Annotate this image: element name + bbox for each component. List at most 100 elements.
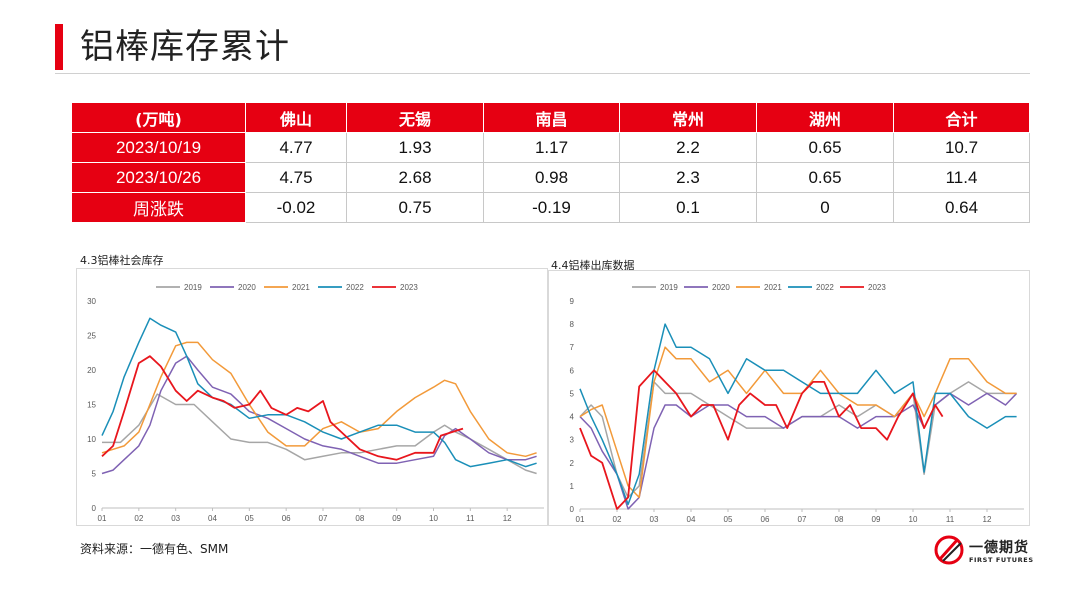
x-tick-label: 09 xyxy=(392,514,401,523)
series-line-2023 xyxy=(101,355,464,461)
cell-value: 0.64 xyxy=(893,192,1030,223)
chart-title-outflow: 4.4铝棒出库数据 xyxy=(551,259,635,272)
y-tick-label: 7 xyxy=(570,343,575,352)
header-nanchang: 南昌 xyxy=(483,102,620,133)
y-tick-label: 0 xyxy=(92,504,97,513)
header-foshan: 佛山 xyxy=(245,102,347,133)
row-label: 周涨跌 xyxy=(71,192,246,223)
legend-label-2020: 2020 xyxy=(712,283,730,292)
cell-value: 2.3 xyxy=(619,162,757,193)
legend-label-2023: 2023 xyxy=(868,283,886,292)
cell-value: 2.68 xyxy=(346,162,484,193)
x-tick-label: 11 xyxy=(466,514,475,523)
cell-value: 4.75 xyxy=(245,162,347,193)
table-header-row: (万吨) 佛山 无锡 南昌 常州 湖州 合计 xyxy=(71,102,1030,133)
x-tick-label: 01 xyxy=(576,515,585,524)
legend-label-2020: 2020 xyxy=(238,283,256,292)
cell-value: -0.02 xyxy=(245,192,347,223)
row-label: 2023/10/19 xyxy=(71,132,246,163)
series-line-2023 xyxy=(579,369,944,510)
header-changzhou: 常州 xyxy=(619,102,757,133)
legend-label-2021: 2021 xyxy=(764,283,782,292)
table-row: 周涨跌 -0.02 0.75 -0.19 0.1 0 0.64 xyxy=(71,192,1030,223)
page-title: 铝棒库存累计 xyxy=(80,27,290,67)
header-unit: (万吨) xyxy=(71,102,246,133)
y-tick-label: 10 xyxy=(87,435,96,444)
x-tick-label: 08 xyxy=(835,515,844,524)
series-line-2022 xyxy=(101,317,537,468)
y-tick-label: 6 xyxy=(570,366,575,375)
cell-value: 2.2 xyxy=(619,132,757,163)
logo-english: FIRST FUTURES xyxy=(969,556,1034,564)
series-line-2020 xyxy=(101,355,537,475)
x-tick-label: 09 xyxy=(872,515,881,524)
cell-value: 11.4 xyxy=(893,162,1030,193)
logo-name: 一德期货 xyxy=(969,540,1029,556)
y-tick-label: 15 xyxy=(87,401,96,410)
cell-value: 0 xyxy=(756,192,894,223)
x-tick-label: 07 xyxy=(319,514,328,523)
y-tick-label: 1 xyxy=(570,482,575,491)
inventory-table: (万吨) 佛山 无锡 南昌 常州 湖州 合计 2023/10/19 4.77 1… xyxy=(71,102,1030,223)
y-tick-label: 20 xyxy=(87,366,96,375)
y-tick-label: 5 xyxy=(92,470,97,479)
x-tick-label: 10 xyxy=(429,514,438,523)
x-tick-label: 06 xyxy=(761,515,770,524)
x-tick-label: 02 xyxy=(613,515,622,524)
x-tick-label: 12 xyxy=(983,515,992,524)
chart-title-stock: 4.3铝棒社会库存 xyxy=(80,254,164,267)
source-note: 资料来源：一德有色、SMM xyxy=(80,542,229,556)
x-tick-label: 06 xyxy=(282,514,291,523)
header-huzhou: 湖州 xyxy=(756,102,894,133)
cell-value: 0.65 xyxy=(756,162,894,193)
cell-value: 0.65 xyxy=(756,132,894,163)
x-tick-label: 04 xyxy=(687,515,696,524)
x-tick-label: 02 xyxy=(134,514,143,523)
cell-value: 1.17 xyxy=(483,132,620,163)
legend-label-2022: 2022 xyxy=(816,283,834,292)
cell-value: 0.75 xyxy=(346,192,484,223)
header-wuxi: 无锡 xyxy=(346,102,484,133)
x-tick-label: 07 xyxy=(798,515,807,524)
cell-value: 4.77 xyxy=(245,132,347,163)
legend-label-2021: 2021 xyxy=(292,283,310,292)
company-logo-icon xyxy=(934,535,964,565)
title-accent-bar xyxy=(55,24,63,70)
y-tick-label: 0 xyxy=(570,505,575,514)
y-tick-label: 5 xyxy=(570,389,575,398)
row-label: 2023/10/26 xyxy=(71,162,246,193)
x-tick-label: 10 xyxy=(909,515,918,524)
chart-frame xyxy=(76,268,548,526)
x-tick-label: 11 xyxy=(946,515,955,524)
cell-value: -0.19 xyxy=(483,192,620,223)
x-tick-label: 08 xyxy=(355,514,364,523)
title-divider xyxy=(55,73,1030,74)
y-tick-label: 8 xyxy=(570,320,575,329)
x-tick-label: 03 xyxy=(171,514,180,523)
y-tick-label: 4 xyxy=(570,413,575,422)
legend-label-2019: 2019 xyxy=(184,283,202,292)
legend-label-2023: 2023 xyxy=(400,283,418,292)
x-tick-label: 03 xyxy=(650,515,659,524)
y-tick-label: 2 xyxy=(570,459,575,468)
cell-value: 0.98 xyxy=(483,162,620,193)
series-line-2021 xyxy=(101,341,537,458)
table-row: 2023/10/19 4.77 1.93 1.17 2.2 0.65 10.7 xyxy=(71,132,1030,163)
cell-value: 10.7 xyxy=(893,132,1030,163)
cell-value: 1.93 xyxy=(346,132,484,163)
y-tick-label: 25 xyxy=(87,332,96,341)
cell-value: 0.1 xyxy=(619,192,757,223)
series-line-2021 xyxy=(579,346,1017,499)
x-tick-label: 05 xyxy=(724,515,733,524)
table-row: 2023/10/26 4.75 2.68 0.98 2.3 0.65 11.4 xyxy=(71,162,1030,193)
x-tick-label: 12 xyxy=(503,514,512,523)
y-tick-label: 9 xyxy=(570,297,575,306)
y-tick-label: 30 xyxy=(87,297,96,306)
series-line-2020 xyxy=(579,392,1018,510)
series-line-2022 xyxy=(579,323,1017,506)
header-total: 合计 xyxy=(893,102,1030,133)
y-tick-label: 3 xyxy=(570,436,575,445)
legend-label-2022: 2022 xyxy=(346,283,364,292)
